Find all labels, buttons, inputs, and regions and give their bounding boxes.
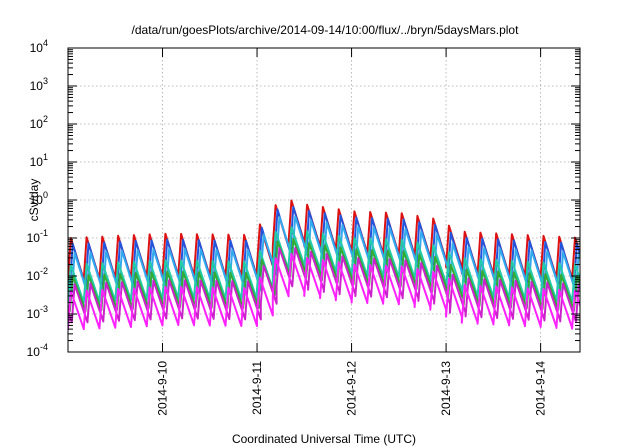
x-tick-label: 2014-9-11: [250, 361, 264, 415]
x-tick-label: 2014-9-13: [439, 361, 453, 416]
y-tick-label: 10-4: [27, 342, 48, 359]
chart-title: /data/run/goesPlots/archive/2014-09-14/1…: [132, 23, 520, 37]
x-tick-label: 2014-9-12: [345, 361, 359, 416]
x-tick-label: 2014-9-14: [534, 361, 548, 416]
y-tick-label: 10-3: [27, 304, 48, 321]
y-tick-label: 100: [30, 190, 48, 207]
y-tick-label: 10-2: [27, 266, 48, 283]
series-line-6: [68, 252, 580, 331]
series-layer: [68, 199, 580, 331]
series-line-5: [68, 247, 580, 324]
y-axis-ticks: 10-4 10-3 10-2 10-1 100 101 102 103 104: [27, 38, 580, 359]
x-axis-label: Coordinated Universal Time (UTC): [232, 432, 416, 446]
y-tick-label: 101: [30, 152, 48, 169]
y-tick-label: 102: [30, 114, 48, 131]
x-tick-label: 2014-9-10: [156, 361, 170, 416]
y-tick-label: 104: [30, 38, 48, 55]
y-tick-label: 10-1: [27, 228, 48, 245]
y-tick-label: 103: [30, 76, 48, 93]
x-axis-ticks: 2014-9-10 2014-9-11 2014-9-12 2014-9-13 2014…: [156, 48, 548, 416]
y-axis-label: cSv/day: [27, 179, 41, 222]
